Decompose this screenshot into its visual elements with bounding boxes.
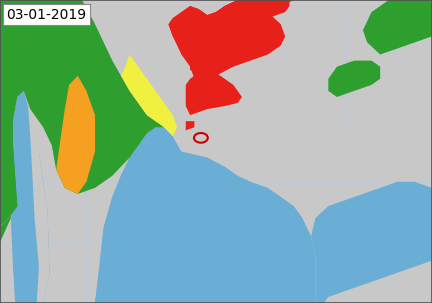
Polygon shape [238, 0, 432, 182]
Polygon shape [324, 261, 432, 303]
Polygon shape [0, 85, 50, 303]
Polygon shape [190, 0, 289, 36]
Polygon shape [0, 145, 17, 242]
Polygon shape [95, 127, 186, 303]
Polygon shape [363, 0, 432, 55]
Polygon shape [194, 48, 207, 61]
Polygon shape [0, 85, 50, 303]
Polygon shape [328, 61, 380, 97]
Polygon shape [190, 61, 203, 73]
Polygon shape [186, 121, 194, 130]
Polygon shape [168, 0, 259, 55]
Polygon shape [311, 182, 432, 303]
Polygon shape [78, 0, 238, 152]
Polygon shape [11, 91, 39, 303]
Text: 03-01-2019: 03-01-2019 [6, 8, 86, 22]
Polygon shape [186, 70, 242, 115]
Polygon shape [0, 0, 86, 303]
Polygon shape [199, 0, 281, 45]
Polygon shape [181, 0, 294, 36]
Polygon shape [121, 55, 177, 136]
Polygon shape [0, 0, 164, 227]
Polygon shape [43, 127, 315, 303]
Polygon shape [56, 76, 95, 194]
Polygon shape [168, 0, 285, 85]
